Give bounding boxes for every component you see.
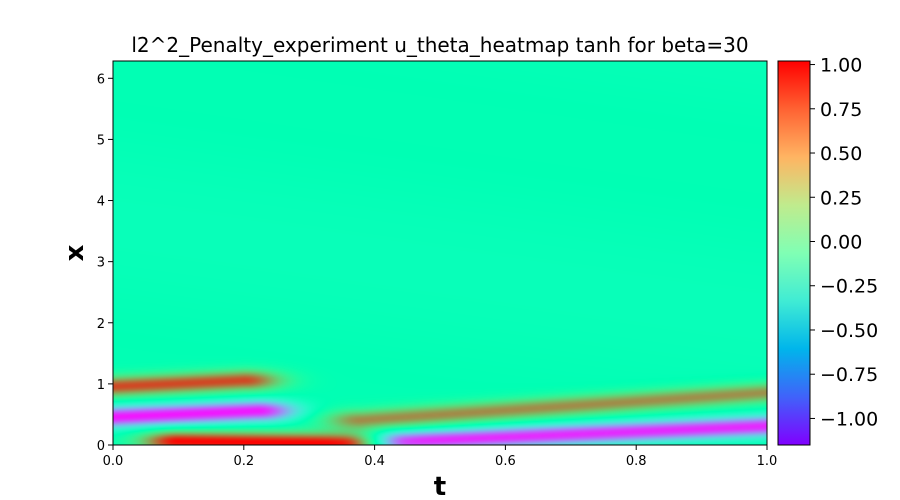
y-tick-label: 5 bbox=[97, 133, 105, 148]
x-axis-label: t bbox=[434, 472, 446, 500]
colorbar-tick-label: −0.25 bbox=[820, 276, 878, 298]
colorbar-tick-label: −0.75 bbox=[820, 364, 878, 386]
colorbar-tick-label: −0.50 bbox=[820, 320, 878, 342]
x-tick-label: 0.4 bbox=[364, 454, 385, 469]
y-axis-label: x bbox=[60, 244, 90, 261]
x-tick-label: 0.8 bbox=[626, 454, 647, 469]
plot-frame bbox=[112, 60, 768, 446]
x-tick-label: 0.6 bbox=[495, 454, 516, 469]
x-tick-label: 0.0 bbox=[103, 454, 124, 469]
heatmap-canvas bbox=[113, 61, 767, 445]
colorbar-tick-label: 0.50 bbox=[820, 143, 862, 165]
y-tick-label: 3 bbox=[97, 256, 105, 271]
colorbar-tick-label: 0.00 bbox=[820, 231, 862, 253]
y-tick-label: 0 bbox=[97, 439, 105, 454]
x-axis-ticks: 0.0 0.2 0.4 0.6 0.8 1.0 bbox=[103, 445, 778, 469]
colorbar-tick-label: 1.00 bbox=[820, 55, 862, 77]
y-axis-ticks: 0 1 2 3 4 5 6 bbox=[97, 72, 113, 454]
colorbar-tick-label: 0.75 bbox=[820, 99, 862, 121]
colorbar-gradient bbox=[777, 60, 811, 446]
x-tick-label: 1.0 bbox=[757, 454, 778, 469]
y-tick-label: 6 bbox=[97, 72, 105, 87]
y-tick-label: 4 bbox=[97, 195, 105, 210]
colorbar-ticks: 1.00 0.75 0.50 0.25 0.00 −0.25 −0.50 −0.75 −1.00 bbox=[810, 55, 878, 430]
y-tick-label: 2 bbox=[97, 317, 105, 332]
chart-title: l2^2_Penalty_experiment u_theta_heatmap … bbox=[131, 33, 748, 57]
colorbar-tick-label: −1.00 bbox=[820, 408, 878, 430]
colorbar: 1.00 0.75 0.50 0.25 0.00 −0.25 −0.50 −0.75 −1.00 bbox=[777, 55, 878, 446]
heatmap-plot-area bbox=[112, 60, 768, 446]
y-tick-label: 1 bbox=[97, 378, 105, 393]
x-tick-label: 0.2 bbox=[233, 454, 254, 469]
colorbar-tick-label: 0.25 bbox=[820, 187, 862, 209]
